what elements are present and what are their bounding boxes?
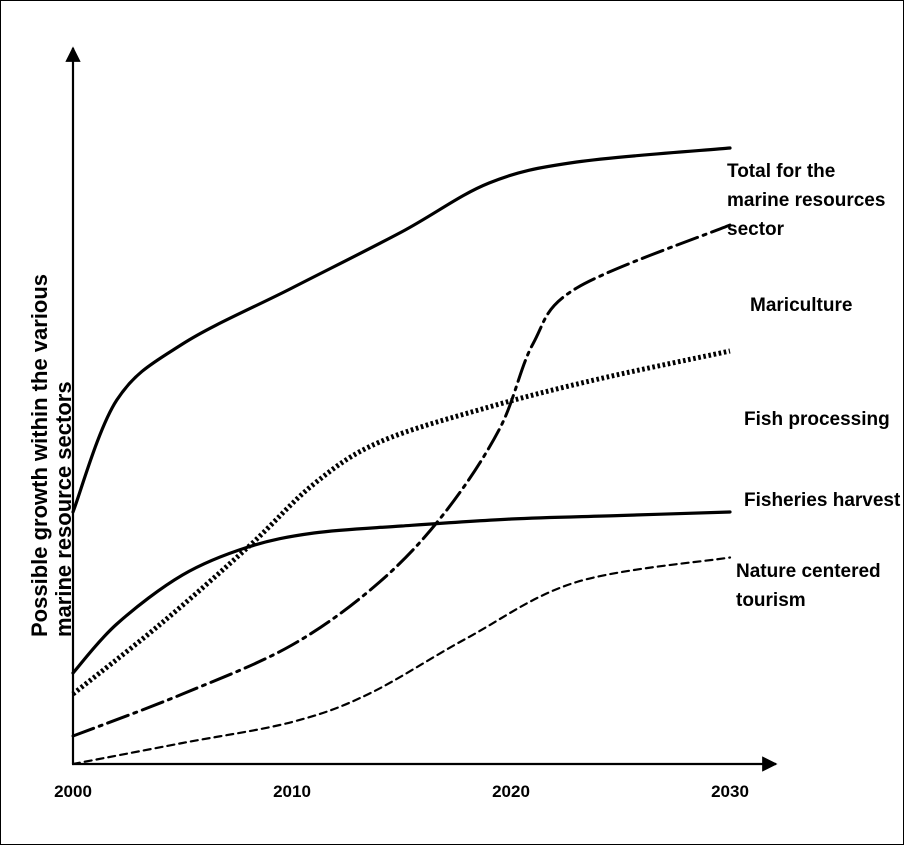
- y-axis-label: Possible growth within the various marin…: [27, 268, 76, 637]
- x-tick-label-2000: 2000: [54, 782, 92, 801]
- series-label-fish-processing: Fish processing: [744, 409, 890, 430]
- series-label-line: Nature centered: [736, 561, 881, 582]
- series-label-fisheries-harvest: Fisheries harvest: [744, 490, 901, 511]
- series-label-line: marine resources: [727, 190, 885, 211]
- series-line-total-for-the-marine-resources-sector: [71, 146, 732, 514]
- series-label-line: Total for the: [727, 161, 835, 182]
- series-label-line: Fisheries harvest: [744, 490, 901, 511]
- series-line-mariculture: [71, 223, 732, 738]
- x-tick-label-2030: 2030: [711, 782, 749, 801]
- series-line-fish-processing: [71, 348, 731, 696]
- y-axis-label-line-2: marine resource sectors: [51, 381, 76, 637]
- x-tick-label-2020: 2020: [492, 782, 530, 801]
- series-line-nature-centered-tourism: [71, 556, 732, 766]
- x-tick-labels: 2000 2010 2020 2030: [54, 782, 749, 801]
- series-label-total-for-the-marine-resources-sector: Total for the marine resources sector: [727, 161, 885, 240]
- series-lines: [71, 146, 732, 766]
- series-label-nature-centered-tourism: Nature centered tourism: [736, 561, 881, 611]
- series-label-line: tourism: [736, 590, 806, 611]
- series-label-line: Mariculture: [750, 295, 852, 316]
- series-label-mariculture: Mariculture: [750, 295, 852, 316]
- series-label-line: Fish processing: [744, 409, 890, 430]
- series-labels: Total for the marine resources sector Maric…: [727, 161, 901, 611]
- series-label-line: sector: [727, 219, 785, 240]
- series-line-fisheries-harvest: [71, 510, 732, 675]
- x-tick-label-2010: 2010: [273, 782, 311, 801]
- y-axis-label-line-1: Possible growth within the various: [27, 274, 52, 637]
